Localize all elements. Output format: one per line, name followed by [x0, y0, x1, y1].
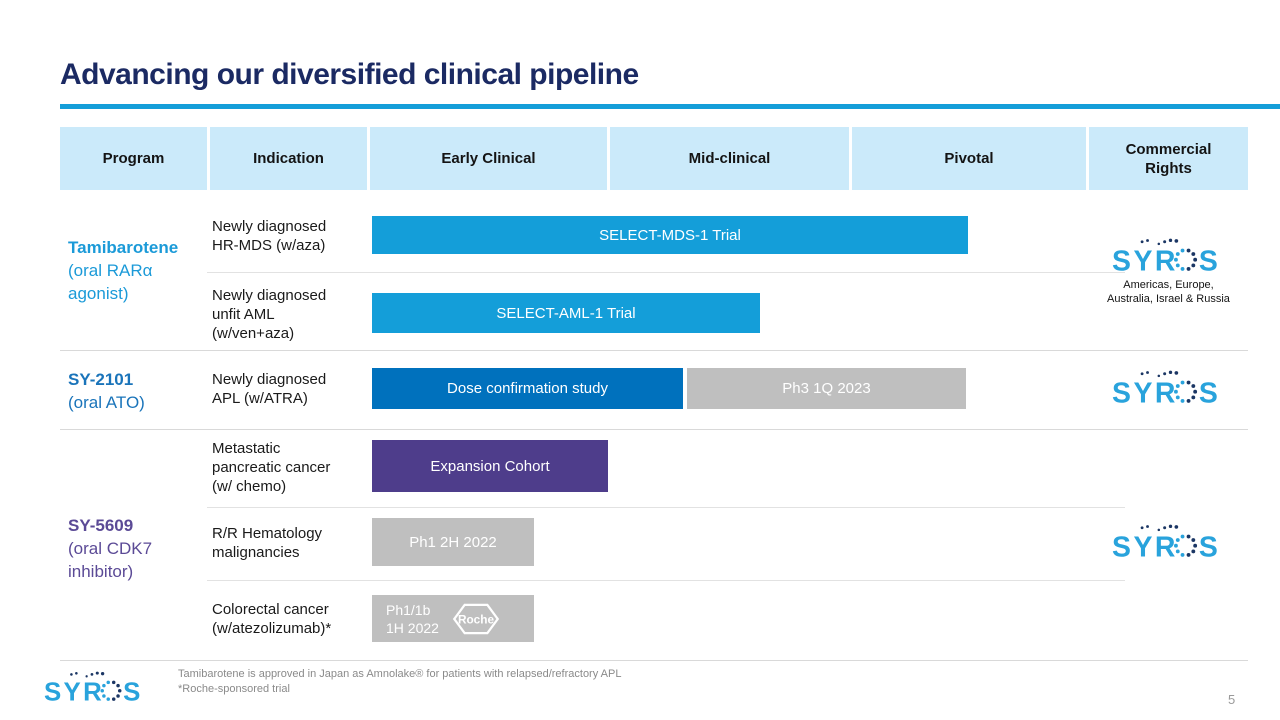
header-cell-early-clinical: Early Clinical	[370, 127, 607, 190]
program-detail: (oral CDK7 inhibitor)	[68, 539, 153, 581]
trial-bar-dose-confirmation: Dose confirmation study	[372, 368, 683, 409]
program-name: SY-2101	[68, 370, 134, 389]
trial-bar-label: SELECT-AML-1 Trial	[496, 304, 636, 322]
trial-bar-label: Dose confirmation study	[447, 380, 608, 397]
trial-bar-ph3: Ph3 1Q 2023	[687, 368, 966, 409]
trial-bar-label: SELECT-MDS-1 Trial	[599, 226, 741, 244]
program-name: SY-5609	[68, 516, 134, 535]
svg-text:S: S	[123, 679, 140, 706]
program-detail: (oral RARα agonist)	[68, 261, 153, 303]
header-cell-program: Program	[60, 127, 207, 190]
row-divider	[60, 660, 1248, 661]
trial-bar-label: Ph1/1b 1H 2022	[386, 601, 439, 636]
program-name: Tamibarotene	[68, 238, 179, 257]
indication-unfit-aml: Newly diagnosed unfit AML (w/ven+aza)	[212, 287, 327, 342]
footnote-line-2: *Roche-sponsored trial	[178, 683, 290, 695]
svg-text:SYR: SYR	[1112, 378, 1178, 409]
header-cell-commercial-rights: Commercial Rights	[1089, 127, 1248, 190]
row-divider	[60, 350, 1248, 351]
row-divider	[60, 429, 1248, 430]
header-cell-mid-clinical: Mid-clinical	[610, 127, 849, 190]
program-label-tamibarotene: Tamibarotene (oral RARα agonist)	[68, 236, 178, 305]
row-divider	[207, 507, 1125, 508]
header-cell-indication: Indication	[210, 127, 367, 190]
svg-text:Roche: Roche	[458, 612, 494, 626]
syros-logo: SYR S	[1112, 524, 1218, 563]
trial-bar-ph1-colorectal: Ph1/1b 1H 2022 Roche	[372, 595, 534, 642]
footnote-line-1: Tamibarotene is approved in Japan as Amn…	[178, 668, 622, 680]
indication-hr-mds: Newly diagnosed HR-MDS (w/aza)	[212, 218, 327, 254]
svg-text:S: S	[1199, 378, 1218, 409]
svg-text:S: S	[1199, 246, 1218, 277]
indication-apl: Newly diagnosed APL (w/ATRA)	[212, 371, 327, 407]
title-underline	[60, 104, 1280, 109]
trial-bar-select-aml-1: SELECT-AML-1 Trial	[372, 293, 760, 333]
header-cell-pivotal: Pivotal	[852, 127, 1086, 190]
indication-pancreatic: Metastatic pancreatic cancer (w/ chemo)	[212, 440, 331, 495]
syros-logo: SYR S	[44, 671, 140, 706]
trial-bar-expansion-cohort: Expansion Cohort	[372, 440, 608, 492]
svg-text:SYR: SYR	[44, 679, 104, 706]
page-number: 5	[1228, 692, 1236, 707]
svg-text:SYR: SYR	[1112, 246, 1178, 277]
svg-text:SYR: SYR	[1112, 532, 1178, 563]
program-detail: (oral ATO)	[68, 393, 145, 412]
indication-rr-hematology: R/R Hematology malignancies	[212, 525, 323, 561]
trial-bar-select-mds-1: SELECT-MDS-1 Trial	[372, 216, 968, 254]
program-label-sy-5609: SY-5609 (oral CDK7 inhibitor)	[68, 514, 152, 583]
program-label-sy-2101: SY-2101 (oral ATO)	[68, 368, 145, 414]
trial-bar-label: Expansion Cohort	[430, 457, 550, 475]
trial-bar-label: Ph3 1Q 2023	[782, 380, 871, 397]
commercial-rights-caption: Americas, Europe, Australia, Israel & Ru…	[1107, 279, 1230, 305]
indication-colorectal: Colorectal cancer (w/atezolizumab)*	[212, 601, 332, 637]
svg-text:S: S	[1199, 532, 1218, 563]
roche-logo-icon: Roche	[452, 603, 500, 634]
row-divider	[207, 580, 1125, 581]
row-divider	[207, 272, 1125, 273]
trial-bar-label: Ph1 2H 2022	[409, 533, 497, 551]
syros-logo: SYR S	[1112, 238, 1218, 277]
page-title: Advancing our diversified clinical pipel…	[60, 58, 639, 91]
trial-bar-ph1-heme: Ph1 2H 2022	[372, 518, 534, 566]
syros-logo: SYR S	[1112, 370, 1218, 409]
